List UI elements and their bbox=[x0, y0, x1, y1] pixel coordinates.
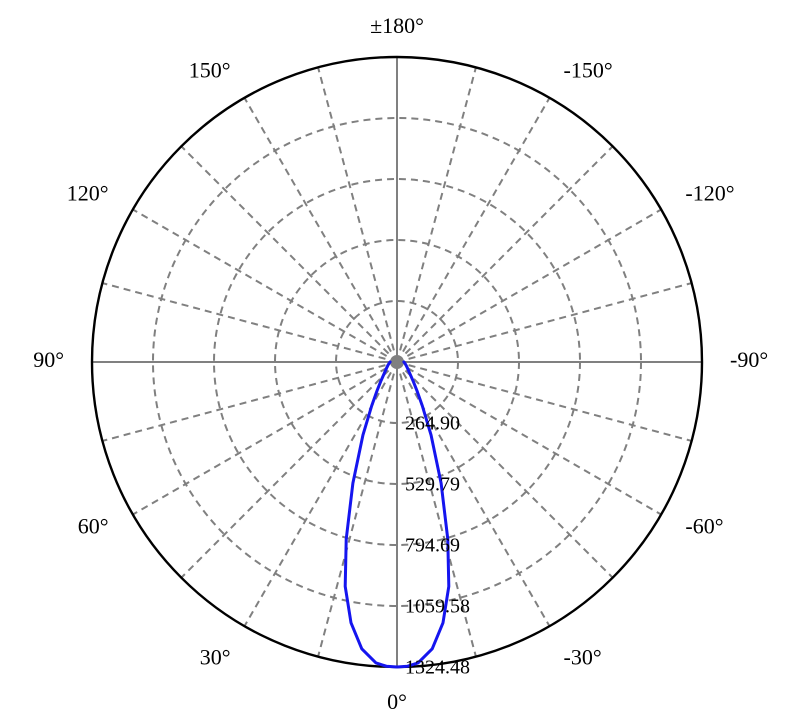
angle-label: 150° bbox=[189, 58, 231, 83]
angle-label: 0° bbox=[387, 689, 407, 714]
angle-label: -30° bbox=[564, 644, 602, 669]
angle-label: -90° bbox=[730, 347, 768, 372]
angle-label: -150° bbox=[564, 58, 613, 83]
radial-tick-label: 1059.58 bbox=[405, 596, 470, 618]
angle-label: -120° bbox=[685, 181, 734, 206]
angle-label: 120° bbox=[67, 181, 109, 206]
angle-label: 60° bbox=[78, 514, 109, 539]
polar-chart: 264.90 529.79 794.69 1059.58 1324.48 0° 30° 60°… bbox=[0, 0, 793, 728]
radial-tick-label: 264.90 bbox=[405, 413, 460, 435]
angle-label: -60° bbox=[685, 514, 723, 539]
radial-tick-label: 1324.48 bbox=[405, 657, 470, 679]
angle-label: ±180° bbox=[370, 13, 424, 38]
radial-tick-label: 794.69 bbox=[405, 535, 460, 557]
radial-tick-label: 529.79 bbox=[405, 474, 460, 496]
angle-label: 90° bbox=[33, 347, 64, 372]
angle-label: 30° bbox=[200, 644, 231, 669]
